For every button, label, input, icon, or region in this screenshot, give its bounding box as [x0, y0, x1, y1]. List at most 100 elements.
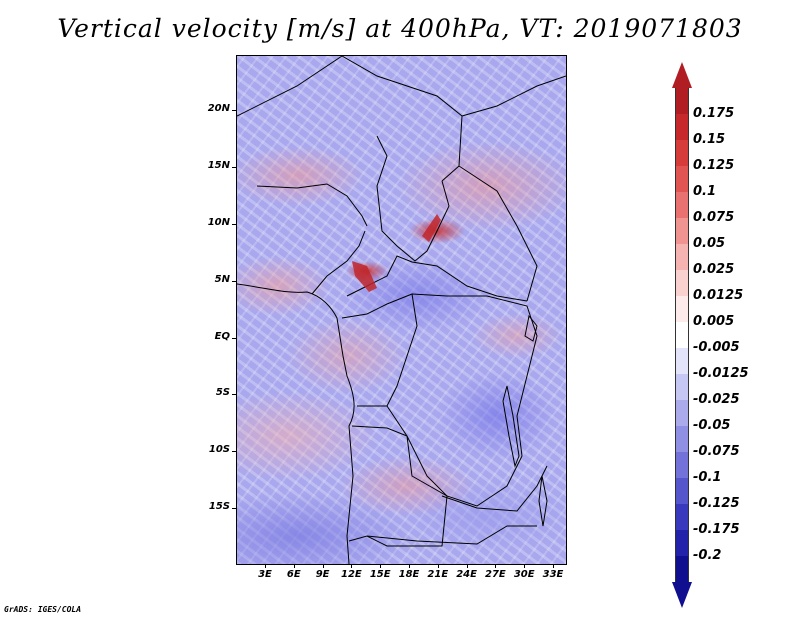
- colorbar-label: 0.1: [693, 184, 717, 199]
- colorbar-label: 0.05: [693, 236, 726, 251]
- colorbar-label: -0.1: [693, 470, 722, 485]
- lake-malawi: [538, 475, 548, 527]
- lat-label: 10S: [208, 444, 230, 455]
- colorbar-label: -0.0125: [693, 366, 749, 381]
- lat-tick: [232, 394, 236, 395]
- colorbar-segment: [675, 140, 689, 166]
- lon-label: 33E: [542, 569, 564, 580]
- map-panel: [236, 55, 567, 565]
- lon-tick: [553, 564, 554, 568]
- lon-label: 12E: [341, 569, 362, 580]
- lon-tick: [466, 564, 468, 568]
- lat-tick: [232, 167, 236, 168]
- border-car: [346, 255, 528, 302]
- colorbar-segment: [675, 400, 689, 426]
- lat-tick: [232, 451, 236, 452]
- lon-tick: [495, 564, 497, 568]
- colorbar-label: 0.0125: [693, 288, 744, 303]
- lon-tick: [293, 564, 295, 568]
- colorbar-segment: [675, 374, 689, 400]
- lon-tick: [524, 564, 526, 568]
- colorbar-arrow-top: [672, 62, 692, 88]
- border-niger-nigeria: [256, 183, 368, 227]
- lon-label: 6E: [286, 569, 301, 580]
- lon-label: 30E: [513, 569, 535, 580]
- lat-tick: [232, 508, 236, 509]
- border-zambia: [441, 465, 548, 512]
- lon-label: 18E: [398, 569, 420, 580]
- lake-victoria: [524, 314, 538, 342]
- colorbar-label: -0.05: [693, 418, 731, 433]
- colorbar-label: 0.075: [693, 210, 735, 225]
- colorbar-segment: [675, 296, 689, 322]
- border-congo: [341, 293, 418, 407]
- lat-label: EQ: [214, 331, 230, 342]
- colorbar-label: -0.005: [693, 340, 740, 355]
- border-sudan-south: [458, 165, 538, 302]
- lon-label: 9E: [315, 569, 330, 580]
- border-chad-sudan: [376, 135, 450, 262]
- colorbar-label: 0.125: [693, 158, 735, 173]
- colorbar-label: -0.025: [693, 392, 740, 407]
- colorbar-segment: [675, 556, 689, 582]
- colorbar-segment: [675, 244, 689, 270]
- colorbar-segment: [675, 322, 689, 348]
- lon-label: 3E: [258, 569, 272, 580]
- colorbar-label: 0.175: [693, 106, 735, 121]
- colorbar-label: 0.15: [693, 132, 726, 147]
- lon-tick: [380, 564, 382, 568]
- lake-tanganyika: [502, 385, 520, 468]
- colorbar-segment: [675, 114, 689, 140]
- border-east: [461, 75, 566, 117]
- colorbar-segment: [675, 504, 689, 530]
- lat-tick: [232, 110, 236, 111]
- colorbar-segment: [675, 270, 689, 296]
- chart-title: Vertical velocity [m/s] at 400hPa, VT: 2…: [57, 14, 743, 43]
- colorbar-segment: [675, 218, 689, 244]
- colorbar-segment: [675, 348, 689, 374]
- colorbar-segment: [675, 166, 689, 192]
- lon-label: 27E: [485, 569, 506, 580]
- colorbar-segment: [675, 452, 689, 478]
- colorbar-label: 0.005: [693, 314, 735, 329]
- lon-label: 15E: [369, 569, 391, 580]
- lon-tick: [351, 564, 353, 568]
- lon-label: 24E: [456, 569, 477, 580]
- colorbar-segment: [675, 192, 689, 218]
- colorbar-segment: [675, 530, 689, 556]
- border-drc: [386, 293, 538, 507]
- strong-updraft-2: [422, 214, 441, 242]
- lon-tick: [265, 564, 266, 568]
- border-libya: [341, 56, 463, 182]
- colorbar-segment: [675, 426, 689, 452]
- colorbar-label: 0.025: [693, 262, 735, 277]
- lon-tick: [322, 564, 324, 568]
- colorbar-segment: [675, 88, 689, 114]
- lat-tick: [232, 224, 236, 225]
- lon-tick: [437, 564, 439, 568]
- lon-tick: [409, 564, 410, 568]
- colorbar-label: -0.075: [693, 444, 740, 459]
- country-borders: [237, 56, 566, 564]
- colorbar-arrow-bottom: [672, 582, 692, 608]
- lat-tick: [232, 281, 236, 282]
- strong-updraft-1: [352, 261, 377, 292]
- lat-label: 10N: [207, 217, 230, 228]
- lon-label: 21E: [427, 569, 449, 580]
- colorbar-label: -0.175: [693, 522, 740, 537]
- colorbar-label: -0.125: [693, 496, 740, 511]
- border-angola: [348, 425, 448, 547]
- border-south: [366, 525, 537, 545]
- colorbar-segment: [675, 478, 689, 504]
- credit-text: GrADS: IGES/COLA: [4, 605, 82, 614]
- lat-label: 20N: [207, 103, 230, 114]
- colorbar-label: -0.2: [693, 548, 722, 563]
- border-nigeria-cameroon: [311, 230, 366, 295]
- lat-label: 5N: [214, 274, 230, 285]
- border-sahara: [237, 56, 343, 117]
- lat-label: 15N: [207, 160, 230, 171]
- lat-tick: [232, 338, 236, 339]
- lat-label: 5S: [215, 387, 230, 398]
- coastline-west: [237, 283, 355, 564]
- lat-label: 15S: [208, 501, 230, 512]
